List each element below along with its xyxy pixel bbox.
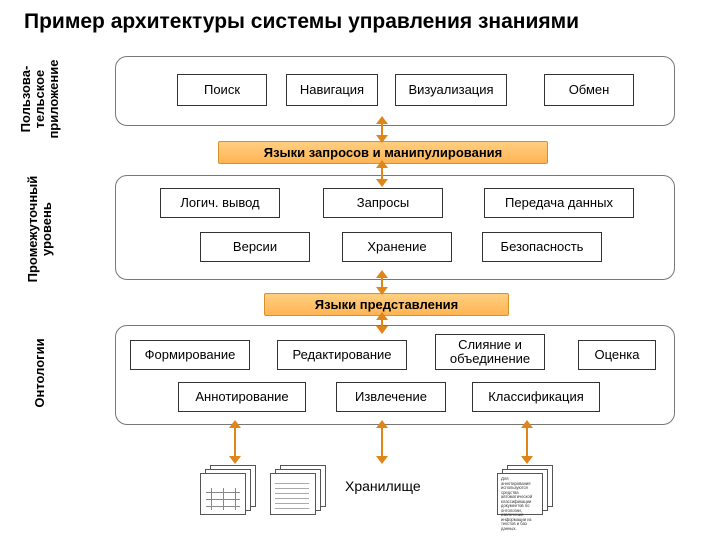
- arrow-a4: [376, 314, 388, 332]
- box-visualization: Визуализация: [395, 74, 507, 106]
- box-extraction: Извлечение: [336, 382, 446, 412]
- box-annotation: Аннотирование: [178, 382, 306, 412]
- storage-label: Хранилище: [345, 478, 421, 494]
- doc-stack-text-icon: [270, 465, 330, 520]
- arrow-s3: [521, 422, 533, 462]
- vlabel-middleware: Промежуточный уровень: [26, 164, 54, 294]
- arrow-s2: [376, 422, 388, 462]
- vlabel-user-app: Пользова- тельское приложение: [19, 39, 61, 159]
- doc-stack-annotation-icon: Для аннотирования используются средства …: [497, 465, 557, 520]
- arrow-a2: [376, 162, 388, 185]
- box-formation: Формирование: [130, 340, 250, 370]
- box-classification: Классификация: [472, 382, 600, 412]
- box-editing: Редактирование: [277, 340, 407, 370]
- box-exchange: Обмен: [544, 74, 634, 106]
- box-security: Безопасность: [482, 232, 602, 262]
- arrow-a1: [376, 118, 388, 141]
- box-queries: Запросы: [323, 188, 443, 218]
- box-storagebox: Хранение: [342, 232, 452, 262]
- box-evaluation: Оценка: [578, 340, 656, 370]
- arrow-s1: [229, 422, 241, 462]
- arrow-a3: [376, 272, 388, 293]
- box-versions: Версии: [200, 232, 310, 262]
- doc-annotation-text: Для аннотирования используются средства …: [501, 477, 539, 531]
- box-navigation: Навигация: [286, 74, 378, 106]
- box-transfer: Передача данных: [484, 188, 634, 218]
- vlabel-ontologies: Онтологии: [33, 323, 47, 423]
- doc-stack-table-icon: [200, 465, 260, 520]
- box-merge: Слияние и объединение: [435, 334, 545, 370]
- box-inference: Логич. вывод: [160, 188, 280, 218]
- page-title: Пример архитектуры системы управления зн…: [24, 10, 579, 34]
- box-search: Поиск: [177, 74, 267, 106]
